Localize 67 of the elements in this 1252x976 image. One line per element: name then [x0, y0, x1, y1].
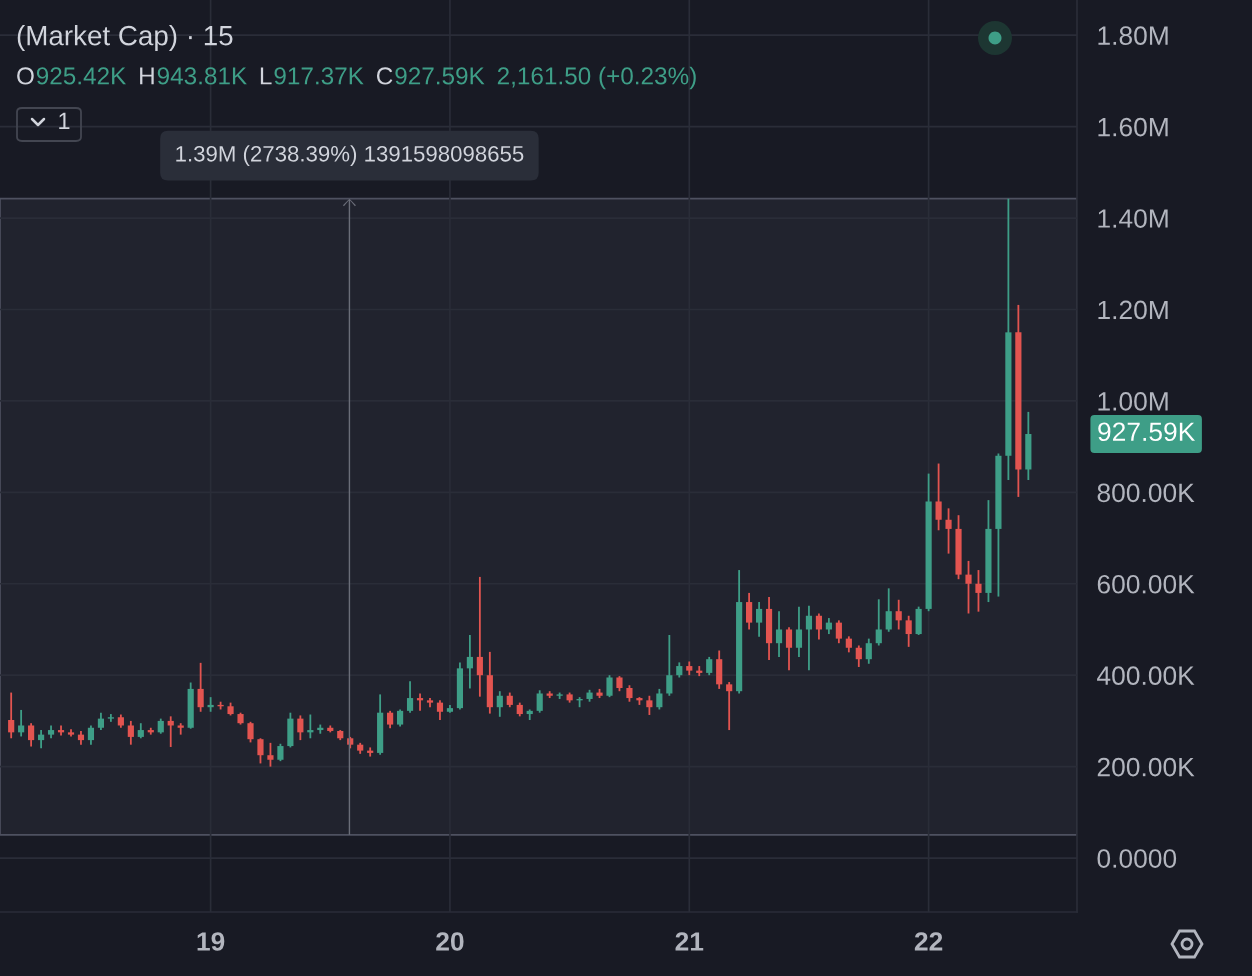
annotation: 917.37K [274, 67, 364, 85]
y-tick-label: 1.00M [1098, 392, 1168, 411]
text: (Market Cap) · 15 [17, 25, 233, 51]
candlestick [606, 674, 613, 699]
y-tick-label: 200.00K [1097, 757, 1195, 777]
candlestick [127, 720, 134, 746]
candlestick [496, 690, 503, 718]
candlestick [756, 601, 763, 638]
annotation: 2,161.50 (+0.23%) [497, 66, 696, 90]
candlestick [855, 644, 862, 668]
candlestick [975, 569, 982, 613]
candlestick [466, 634, 473, 690]
candlestick [785, 626, 793, 672]
candlestick [726, 681, 733, 731]
candlestick [197, 661, 204, 713]
y-tick-label: 1.60M [1098, 117, 1168, 137]
candlestick [536, 689, 543, 714]
candlestick [875, 598, 882, 647]
annotation: 1 [59, 112, 70, 130]
candlestick [865, 637, 872, 665]
candlestick [8, 691, 15, 740]
candlestick [945, 507, 952, 555]
y-tick-label: 0.0000 [1097, 849, 1177, 868]
annotation: H [140, 67, 154, 85]
candlestick [706, 656, 713, 677]
y-tick-label: 1.20M [1098, 300, 1168, 320]
candlestick [436, 699, 444, 721]
candlestick [885, 587, 892, 633]
candlestick [895, 598, 902, 631]
y-tick-label: 800.00K [1097, 483, 1195, 503]
annotation: O [17, 67, 34, 85]
candlestick [28, 722, 35, 748]
candlestick [406, 680, 414, 714]
candlestick [795, 605, 803, 658]
candlestick [965, 560, 972, 615]
annotation: 927.59K [395, 67, 485, 85]
candlestick [815, 612, 823, 641]
x-tick-label: 20 [436, 932, 464, 951]
candlestick [297, 714, 304, 742]
candlestick [476, 576, 483, 698]
candlestick [805, 604, 813, 672]
text: 927.59K [1098, 422, 1196, 442]
candlestick [656, 688, 663, 711]
y-tick-label: 400.00K [1097, 666, 1195, 686]
candlestick [905, 614, 912, 648]
candlestick [87, 724, 95, 746]
candlestick [18, 709, 25, 738]
candlestick [835, 619, 842, 645]
annotation: C [376, 67, 393, 85]
y-tick-label: 1.40M [1098, 209, 1168, 228]
x-tick-label: 22 [914, 932, 943, 951]
candlestick [257, 737, 264, 765]
annotation: 943.81K [157, 67, 247, 85]
y-tick-label: 1.80M [1098, 26, 1168, 46]
candlestick [646, 694, 653, 716]
annotation: L [260, 67, 272, 85]
annotation: 1.39M (2738.39%) 1391598098655 [176, 145, 524, 167]
candlestick [746, 592, 753, 631]
annotation: 925.42K [36, 67, 127, 85]
candlestick [247, 720, 254, 744]
candlestick [935, 462, 942, 532]
candlestick [267, 741, 274, 768]
x-tick-label: 21 [675, 932, 704, 951]
candlestick [775, 610, 783, 658]
y-tick-label: 600.00K [1097, 574, 1195, 594]
candlestick [666, 634, 673, 697]
x-tick-label: 19 [197, 932, 225, 951]
